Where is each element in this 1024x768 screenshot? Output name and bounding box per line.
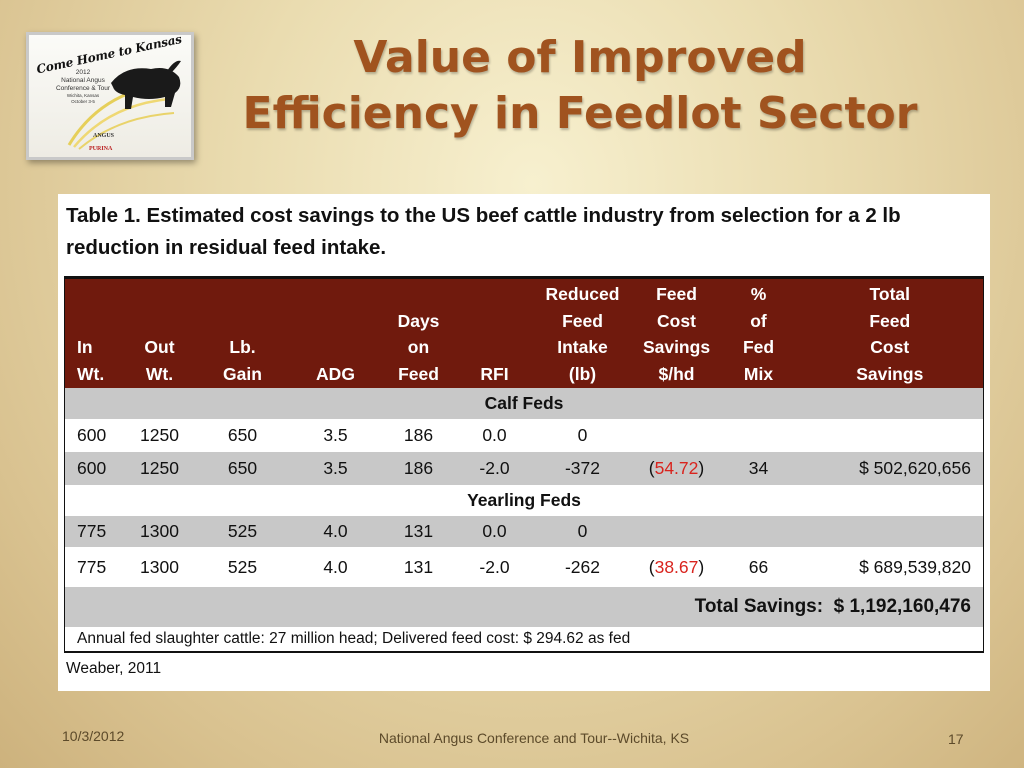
header-total-feed-cost-savings: Total Feed Cost Savings [796, 277, 984, 388]
savings-value: 54.72 [654, 458, 699, 478]
table-cell [796, 516, 984, 547]
logo-line: 2012 [75, 69, 91, 76]
table-cell: 0.0 [456, 419, 533, 452]
header-feed-cost-savings: Feed Cost Savings $/hd [632, 277, 721, 388]
table-row: 775 1300 525 4.0 131 0.0 0 [64, 516, 984, 547]
footer-center: National Angus Conference and Tour--Wich… [378, 730, 690, 746]
header-reduced-feed-intake: Reduced Feed Intake (lb) [532, 277, 633, 388]
table-cell: 131 [380, 547, 457, 587]
slide-title-line-1: Value of Improved [353, 32, 807, 83]
section-row-calf: Calf Feds [64, 388, 984, 419]
table-caption: Table 1. Estimated cost savings to the U… [66, 204, 901, 259]
table-cell: 66 [720, 547, 797, 587]
footer-date: 10/3/2012 [62, 728, 125, 744]
logo-line: Conference & Tour [55, 85, 111, 92]
table-row: 600 1250 650 3.5 186 -2.0 -372 (54.72) 3… [64, 452, 984, 485]
table-cell: 0.0 [456, 516, 533, 547]
table-cell: -372 [532, 452, 633, 485]
note-row: Annual fed slaughter cattle: 27 million … [64, 627, 984, 652]
section-row-yearling: Yearling Feds [64, 485, 984, 516]
table-source: Weaber, 2011 [66, 660, 162, 677]
table-cell: 1250 [124, 452, 195, 485]
table-header-row: In Wt. Out Wt. Lb. Gain ADG Days on Feed RFI … [64, 277, 984, 388]
logo-lines: 2012 National Angus Conference & Tour Wi… [43, 69, 123, 105]
logo-angus-text: ANGUS [93, 133, 115, 139]
table-cell: 0 [532, 419, 633, 452]
total-savings: Total Savings: $ 1,192,160,476 [64, 587, 984, 627]
table-cell: 3.5 [290, 419, 381, 452]
table-cell: 525 [194, 547, 291, 587]
total-row: Total Savings: $ 1,192,160,476 [64, 587, 984, 627]
logo-line: October 3-5 [71, 99, 95, 104]
table-cell [632, 516, 721, 547]
bull-icon [67, 60, 181, 150]
table-cell: 1300 [124, 516, 195, 547]
table-cell: 775 [64, 516, 125, 547]
table-row: 775 1300 525 4.0 131 -2.0 -262 (38.67) 6… [64, 547, 984, 587]
table-cell: 3.5 [290, 452, 381, 485]
logo-line: National Angus [61, 77, 105, 84]
slide-title-line-2: Efficiency in Feedlot Sector [242, 88, 918, 139]
footer-page-number: 17 [948, 731, 964, 747]
table-cell: 186 [380, 452, 457, 485]
header-adg: ADG [290, 277, 381, 388]
table-cell: 600 [64, 419, 125, 452]
logo-line: Wichita, Kansas [66, 93, 100, 98]
table-cell: 1300 [124, 547, 195, 587]
table-note: Annual fed slaughter cattle: 27 million … [64, 627, 984, 652]
header-in-wt: In Wt. [64, 277, 125, 388]
table-cell: 0 [532, 516, 633, 547]
savings-table: In Wt. Out Wt. Lb. Gain ADG Days on Feed RFI … [64, 276, 984, 653]
header-days-on-feed: Days on Feed [380, 277, 457, 388]
table-cell: -2.0 [456, 452, 533, 485]
table-cell: 525 [194, 516, 291, 547]
table-cell: 4.0 [290, 547, 381, 587]
table-cell: $ 689,539,820 [796, 547, 984, 587]
table-cell: 186 [380, 419, 457, 452]
table-row: 600 1250 650 3.5 186 0.0 0 [64, 419, 984, 452]
section-label: Calf Feds [64, 388, 984, 419]
table-cell [632, 419, 721, 452]
table-cell: -2.0 [456, 547, 533, 587]
table-cell: 1250 [124, 419, 195, 452]
conference-logo: Come Home to Kansas 2012 National Angus … [26, 32, 194, 160]
table-cell: 4.0 [290, 516, 381, 547]
header-rfi: RFI [456, 277, 533, 388]
slide-title: Value of Improved Efficiency in Feedlot … [210, 30, 950, 142]
total-value: $ 1,192,160,476 [833, 596, 971, 617]
table-cell [796, 419, 984, 452]
table-cell: $ 502,620,656 [796, 452, 984, 485]
savings-value: 38.67 [654, 556, 699, 577]
table-cell [720, 516, 797, 547]
total-label: Total Savings: [694, 596, 824, 617]
table-cell: 650 [194, 452, 291, 485]
table-cell-savings: (54.72) [632, 452, 721, 485]
header-pct-fed-mix: % of Fed Mix [720, 277, 797, 388]
table-panel: Table 1. Estimated cost savings to the U… [58, 194, 990, 691]
section-label: Yearling Feds [64, 485, 984, 516]
table-cell: 600 [64, 452, 125, 485]
table-cell-savings: (38.67) [632, 547, 721, 587]
header-out-wt: Out Wt. [124, 277, 195, 388]
table-cell: 650 [194, 419, 291, 452]
logo-purina-text: PURINA [89, 146, 113, 152]
table-cell: 131 [380, 516, 457, 547]
table-cell: -262 [532, 547, 633, 587]
table-cell: 34 [720, 452, 797, 485]
header-lb-gain: Lb. Gain [194, 277, 291, 388]
table-cell [720, 419, 797, 452]
table-cell: 775 [64, 547, 125, 587]
